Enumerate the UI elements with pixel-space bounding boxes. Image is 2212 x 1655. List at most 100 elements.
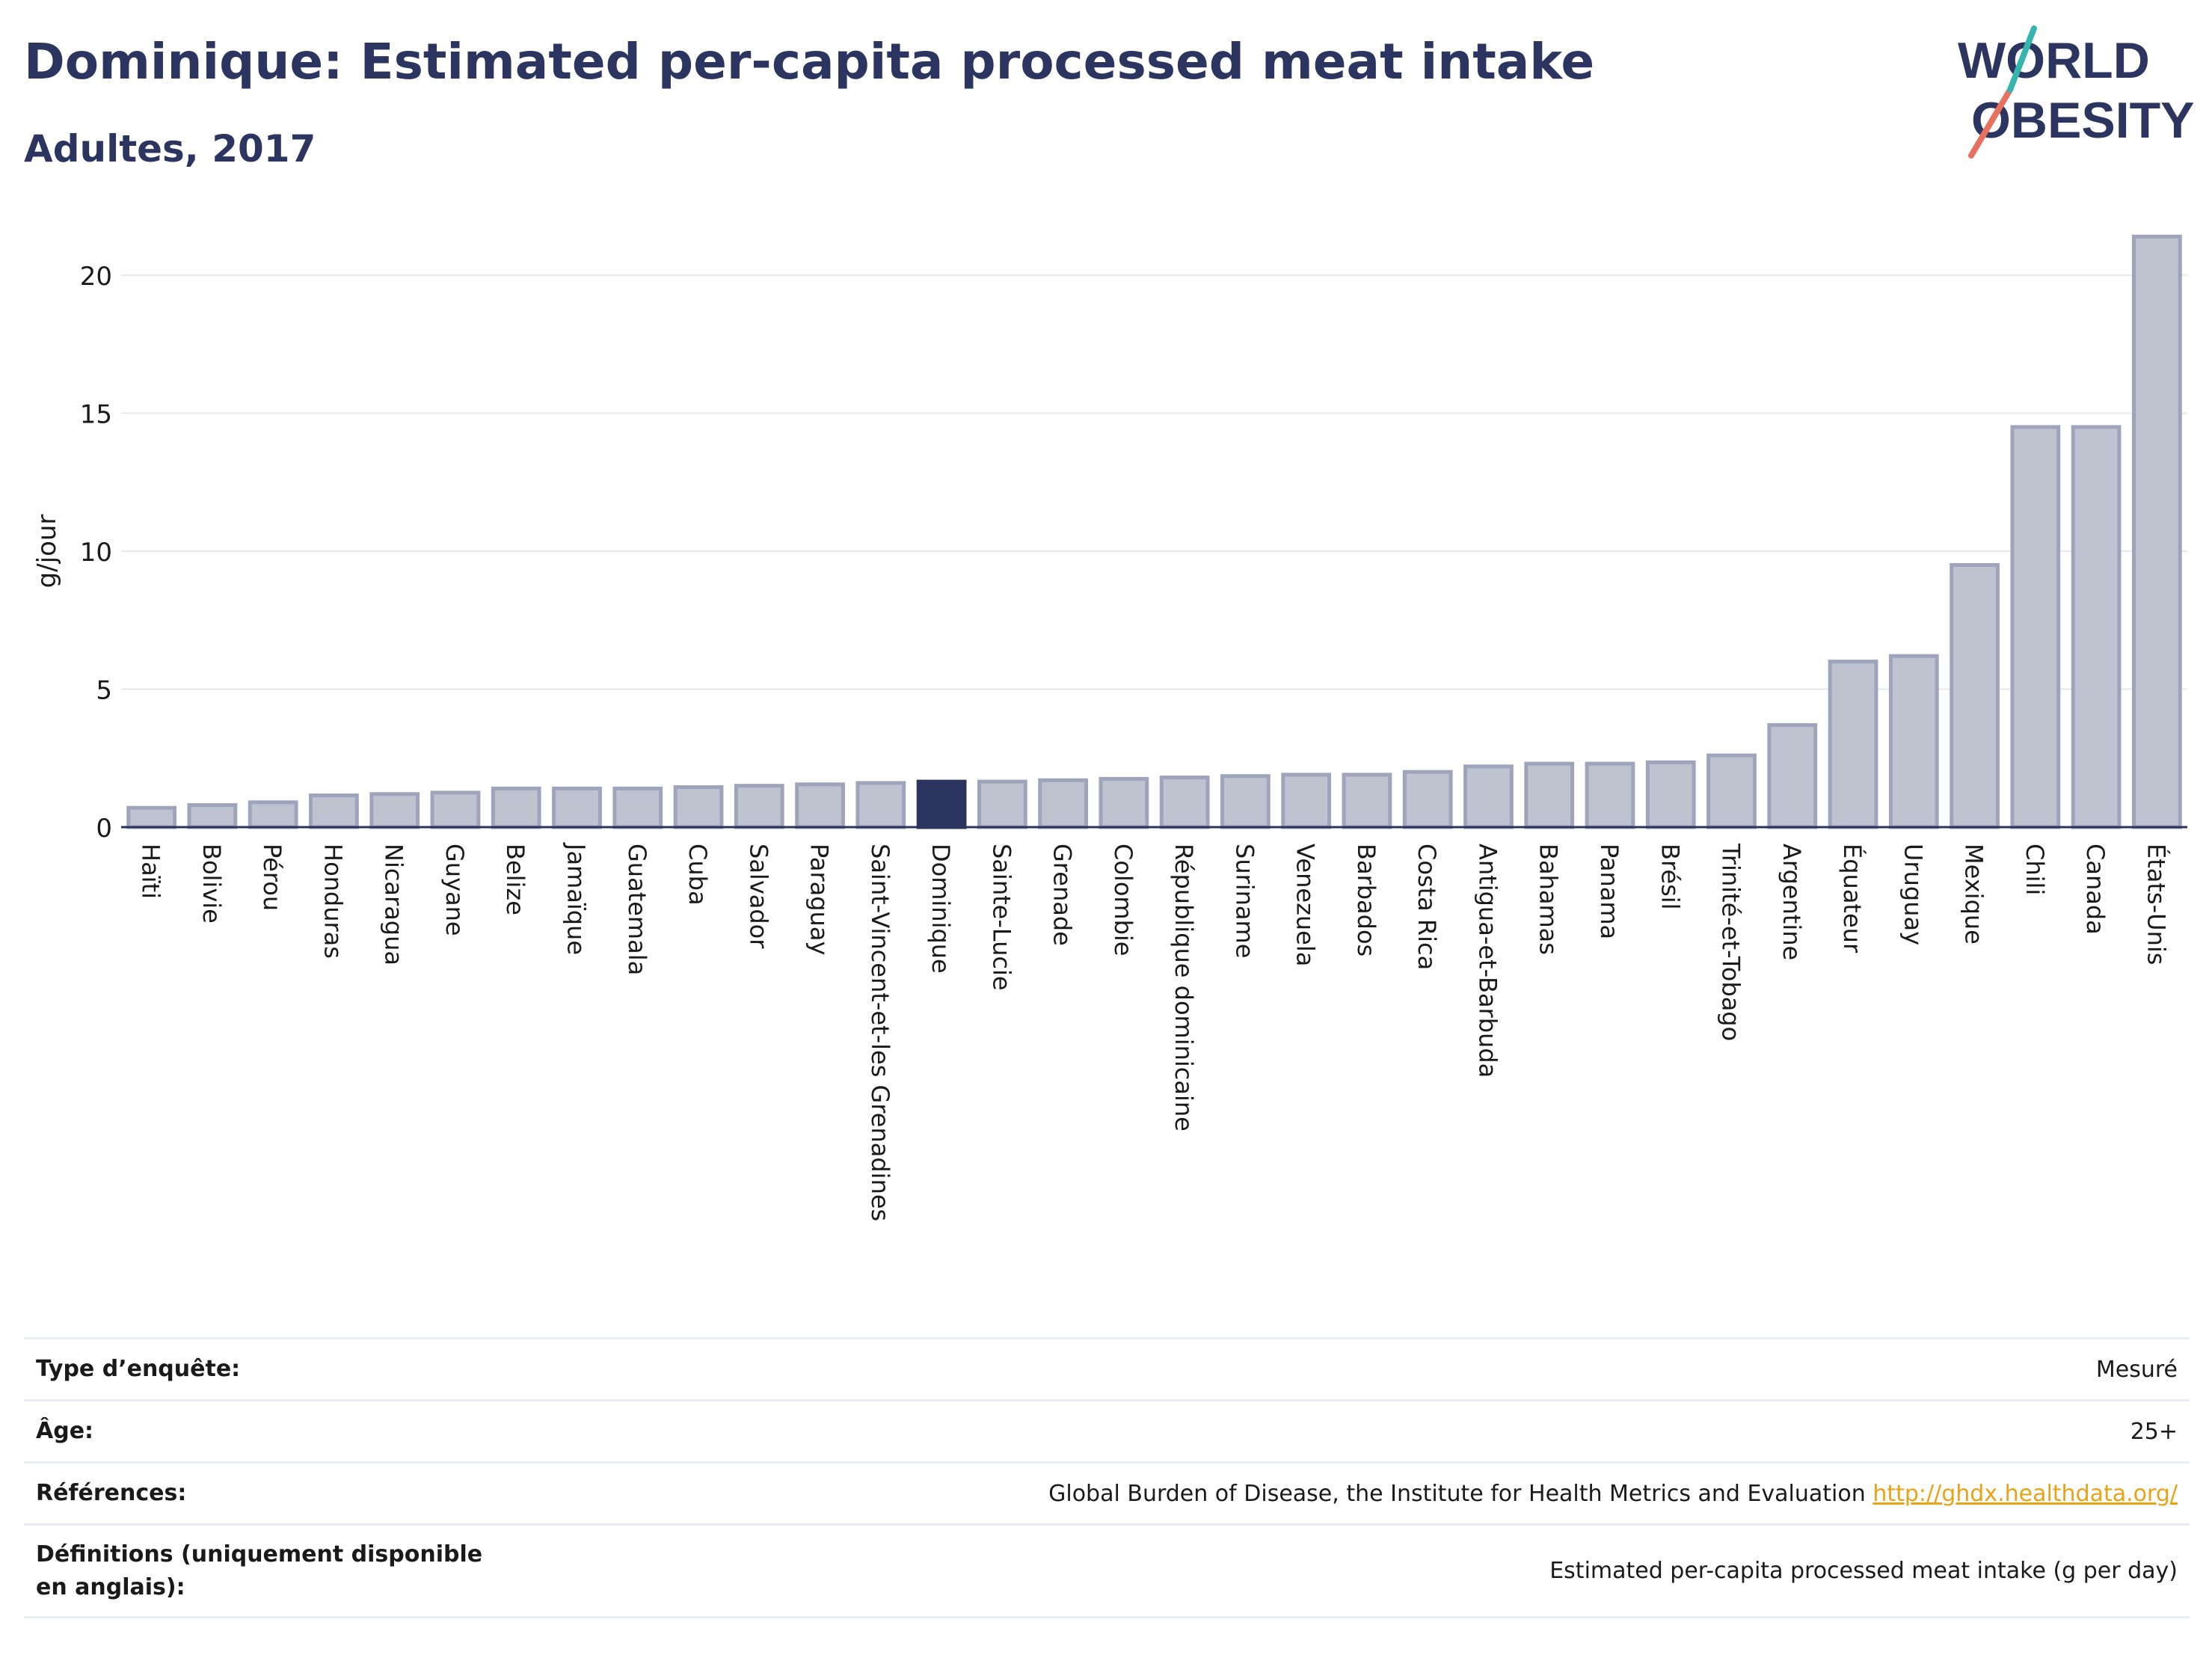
bar — [552, 786, 602, 829]
grid-lines — [121, 274, 2187, 690]
x-tick-label: Mexique — [1960, 844, 1988, 945]
bar — [1402, 770, 1453, 829]
bar — [1645, 760, 1696, 829]
info-label: Définitions (uniquement disponible en an… — [24, 1523, 526, 1618]
bar — [491, 786, 541, 829]
x-tick-label: Barbados — [1352, 844, 1380, 957]
logo-stroke-teal — [2007, 25, 2037, 93]
bar — [1950, 562, 2000, 829]
x-tick-label: Argentine — [1778, 844, 1806, 960]
info-value: Mesuré — [526, 1337, 2190, 1401]
x-tick-label: Jamaïque — [562, 842, 590, 955]
x-tick-label: Uruguay — [1899, 844, 1927, 945]
x-tick-label: Guyane — [440, 844, 469, 936]
x-tick-label: Équateur — [1838, 844, 1867, 954]
bar — [369, 792, 420, 829]
y-axis-label: g/jour — [32, 515, 62, 589]
bar — [126, 805, 177, 829]
y-tick-label: 0 — [96, 814, 112, 844]
bar — [430, 790, 481, 829]
bar-chart: 0 5 10 15 20 g/jour Haïti Bolivie Pérou Hondura… — [32, 234, 2187, 1221]
y-tick-label: 20 — [80, 262, 112, 292]
chart-title: Dominique: Estimated per-capita processe… — [24, 33, 1595, 90]
x-tick-label: Trinité-et-Tobago — [1717, 843, 1745, 1041]
info-value: Global Burden of Disease, the Institute … — [526, 1461, 2190, 1526]
x-tick-label: Grenade — [1048, 844, 1077, 946]
reference-link[interactable]: http://ghdx.healthdata.org/ — [1872, 1480, 2178, 1507]
info-label: Type d’enquête: — [24, 1337, 526, 1401]
y-tick-label: 15 — [80, 400, 112, 430]
x-tick-label: Suriname — [1230, 844, 1259, 958]
x-tick-label: Venezuela — [1291, 844, 1320, 966]
bar — [1767, 722, 1818, 829]
bar — [2131, 234, 2182, 829]
bar — [795, 782, 845, 829]
bar-highlighted — [916, 779, 967, 829]
bar — [1888, 654, 1939, 829]
x-tick-label: Honduras — [319, 844, 347, 959]
x-tick-label: Colombie — [1109, 844, 1137, 956]
bar — [673, 784, 724, 829]
world-obesity-logo: WORLD OBESITY — [1958, 25, 2195, 159]
bar — [855, 781, 906, 829]
info-row-references: Références: Global Burden of Disease, th… — [24, 1461, 2190, 1526]
x-tick-label: Chili — [2021, 844, 2049, 895]
x-tick-label: Panama — [1595, 844, 1623, 939]
x-tick-label: Nicaragua — [380, 844, 408, 965]
bar — [1038, 778, 1088, 829]
x-tick-label: Canada — [2081, 844, 2110, 935]
info-label: Références: — [24, 1461, 526, 1526]
logo-line-1: WORLD — [1958, 32, 2150, 89]
x-tick-label: Saint-Vincent-et-les Grenadines — [866, 844, 894, 1221]
x-tick-label: Guatemala — [623, 844, 651, 975]
x-tick-label: Salvador — [744, 844, 772, 949]
bar — [1342, 773, 1392, 829]
bar — [309, 793, 359, 829]
x-tick-label: Brésil — [1656, 844, 1684, 910]
x-tick-label: Pérou — [258, 844, 286, 911]
info-row-survey-type: Type d’enquête: Mesuré — [24, 1337, 2190, 1401]
x-tick-label: Dominique — [927, 844, 955, 974]
bar — [1281, 773, 1332, 829]
y-tick-labels: 0 5 10 15 20 — [80, 262, 112, 844]
bar — [248, 800, 298, 829]
bars — [126, 234, 2182, 829]
bar — [734, 784, 784, 829]
x-tick-label: Cuba — [683, 844, 712, 906]
x-tick-label: Haïti — [137, 844, 165, 899]
x-tick-label: République dominicaine — [1170, 844, 1198, 1132]
bar — [1706, 753, 1757, 829]
bar — [1524, 761, 1575, 829]
bar — [187, 802, 238, 829]
chart-subtitle: Adultes, 2017 — [24, 127, 316, 171]
info-label: Âge: — [24, 1399, 526, 1464]
logo-stroke-coral — [1968, 87, 2013, 159]
info-row-definitions: Définitions (uniquement disponible en an… — [24, 1523, 2190, 1618]
info-value: Estimated per-capita processed meat inta… — [526, 1523, 2190, 1618]
x-tick-label: Costa Rica — [1413, 844, 1441, 970]
x-tick-label: Belize — [501, 844, 529, 915]
info-value: 25+ — [526, 1399, 2190, 1464]
bar — [2071, 425, 2122, 829]
bar — [2010, 425, 2061, 829]
bar — [1585, 761, 1635, 829]
y-tick-label: 5 — [96, 676, 112, 706]
info-row-age: Âge: 25+ — [24, 1399, 2190, 1464]
bar — [1159, 776, 1210, 829]
x-tick-labels: Haïti Bolivie Pérou Honduras Nicaragua Guyane… — [137, 842, 2171, 1221]
bar — [1220, 774, 1271, 829]
x-tick-label: Antigua-et-Barbuda — [1473, 844, 1502, 1078]
y-tick-label: 10 — [80, 538, 112, 568]
x-tick-label: États-Unis — [2142, 844, 2170, 965]
bar — [1828, 660, 1878, 829]
info-table: Type d’enquête: Mesuré Âge: 25+ Référenc… — [24, 1337, 2190, 1618]
bar — [977, 779, 1027, 829]
x-tick-label: Bahamas — [1534, 844, 1563, 955]
x-tick-label: Paraguay — [805, 844, 834, 955]
bar — [1463, 764, 1514, 829]
bar — [612, 786, 663, 829]
x-tick-label: Sainte-Lucie — [987, 844, 1016, 991]
x-tick-label: Bolivie — [197, 844, 226, 924]
bar — [1099, 776, 1149, 829]
logo-line-2: OBESITY — [1971, 92, 2195, 149]
